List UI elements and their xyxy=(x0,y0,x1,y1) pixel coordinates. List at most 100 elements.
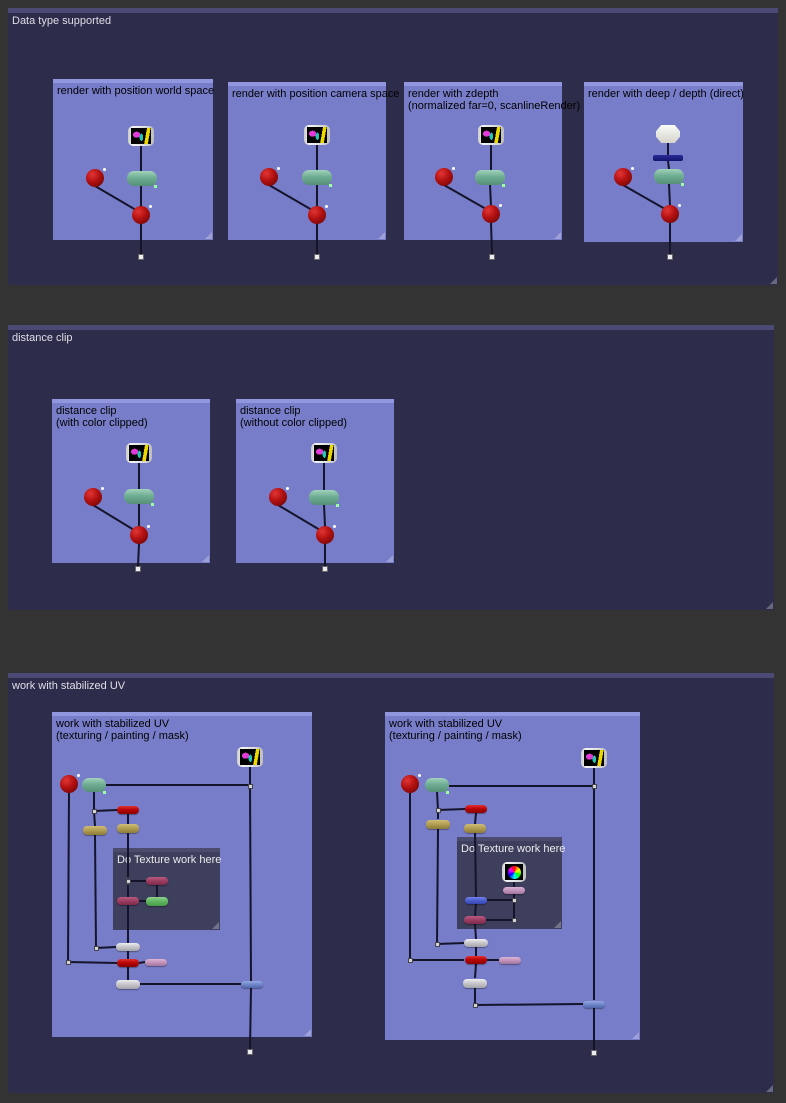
maroon-pill-node[interactable] xyxy=(146,877,168,885)
render-node[interactable] xyxy=(654,168,684,186)
resize-corner-icon[interactable] xyxy=(770,277,777,284)
yellow-pill-node[interactable] xyxy=(83,825,107,835)
sphere-3d-node[interactable] xyxy=(84,487,104,506)
backdrop-clip-with-color[interactable]: distance clip (with color clipped) xyxy=(52,399,210,563)
output-stub[interactable] xyxy=(247,1049,253,1055)
gray-pill-node[interactable] xyxy=(464,939,488,947)
render-node[interactable] xyxy=(82,778,106,794)
backdrop-title-line: distance clip xyxy=(56,405,117,417)
sphere-3d-node[interactable] xyxy=(482,204,502,223)
sphere-3d-node[interactable] xyxy=(86,168,106,187)
resize-corner-icon[interactable] xyxy=(766,602,773,609)
sphere-3d-node[interactable] xyxy=(130,525,150,544)
read-node[interactable] xyxy=(581,748,607,768)
sphere-3d-node[interactable] xyxy=(269,487,289,506)
sphere-3d-node[interactable] xyxy=(401,774,421,793)
blueInner-pill-node[interactable] xyxy=(465,896,487,904)
yellow-pill-node[interactable] xyxy=(117,823,139,833)
yellow-pill-node[interactable] xyxy=(464,823,486,833)
junction-dot[interactable] xyxy=(511,897,517,903)
red-pill-node[interactable] xyxy=(465,805,487,813)
junction-dot[interactable] xyxy=(65,959,71,965)
render-node[interactable] xyxy=(425,778,449,794)
output-stub[interactable] xyxy=(667,254,673,260)
gray-pill-node[interactable] xyxy=(116,979,140,989)
read-node[interactable] xyxy=(311,443,337,463)
junction-dot[interactable] xyxy=(247,783,253,789)
render-node[interactable] xyxy=(302,169,332,187)
yellow-pill-node[interactable] xyxy=(426,819,450,829)
gray-pill-node[interactable] xyxy=(116,943,140,951)
sphere-3d-node[interactable] xyxy=(316,525,336,544)
maroon-pill-node[interactable] xyxy=(464,916,486,924)
read-node[interactable] xyxy=(237,747,263,767)
pink-pill-node[interactable] xyxy=(499,956,521,964)
output-stub[interactable] xyxy=(138,254,144,260)
backdrop-title-line: work with stabilized UV xyxy=(56,718,170,730)
junction-dot[interactable] xyxy=(91,808,97,814)
resize-corner-icon[interactable] xyxy=(304,1029,311,1036)
resize-corner-icon[interactable] xyxy=(554,921,561,928)
output-stub[interactable] xyxy=(489,254,495,260)
read-thumbnail xyxy=(129,445,149,461)
pink-pill-node[interactable] xyxy=(503,886,525,894)
pink-pill-node[interactable] xyxy=(145,958,167,966)
read-node[interactable] xyxy=(304,125,330,145)
resize-corner-icon[interactable] xyxy=(632,1032,639,1039)
sphere-3d-node[interactable] xyxy=(132,205,152,224)
output-stub[interactable] xyxy=(314,254,320,260)
red-pill-node[interactable] xyxy=(465,956,487,964)
sphere-3d-node[interactable] xyxy=(435,167,455,186)
render-node[interactable] xyxy=(124,488,154,506)
backdrop-title-line: render with position camera space xyxy=(232,88,400,100)
red-pill-node[interactable] xyxy=(117,959,139,967)
backdrop-texture-work-left[interactable]: Do Texture work here xyxy=(113,848,221,930)
backdrop-clip-without-color[interactable]: distance clip (without color clipped) xyxy=(236,399,394,563)
output-stub[interactable] xyxy=(591,1050,597,1056)
read-node[interactable] xyxy=(126,443,152,463)
sphere-3d-node[interactable] xyxy=(60,774,80,793)
resize-corner-icon[interactable] xyxy=(735,234,742,241)
deep-to-image-node[interactable] xyxy=(653,155,683,161)
junction-dot[interactable] xyxy=(125,878,131,884)
resize-corner-icon[interactable] xyxy=(212,922,219,929)
backdrop-title-line: (texturing / painting / mask) xyxy=(389,730,522,742)
resize-corner-icon[interactable] xyxy=(386,555,393,562)
gray-pill-node[interactable] xyxy=(463,978,487,988)
junction-dot[interactable] xyxy=(93,945,99,951)
render-node[interactable] xyxy=(127,170,157,188)
sphere-3d-node[interactable] xyxy=(661,204,681,223)
colorwheel-read-node[interactable] xyxy=(502,862,526,882)
resize-corner-icon[interactable] xyxy=(554,232,561,239)
resize-corner-icon[interactable] xyxy=(766,1085,773,1092)
sphere-3d-node[interactable] xyxy=(308,205,328,224)
backdrop-title-line: render with zdepth xyxy=(408,88,499,100)
blue-pill-node[interactable] xyxy=(241,980,263,988)
output-stub[interactable] xyxy=(322,566,328,572)
maroon-pill-node[interactable] xyxy=(117,897,139,905)
junction-dot[interactable] xyxy=(511,917,517,923)
sphere-3d-node[interactable] xyxy=(614,167,634,186)
junction-dot[interactable] xyxy=(435,807,441,813)
junction-dot[interactable] xyxy=(434,941,440,947)
backdrop-camera-space[interactable]: render with position camera space xyxy=(228,82,400,240)
output-stub[interactable] xyxy=(135,566,141,572)
render-node[interactable] xyxy=(475,169,505,187)
backdrop-world-space[interactable]: render with position world space xyxy=(53,79,214,240)
resize-corner-icon[interactable] xyxy=(202,555,209,562)
junction-dot[interactable] xyxy=(407,957,413,963)
deep-read-node[interactable] xyxy=(656,125,680,143)
green-pill-node[interactable] xyxy=(146,896,168,906)
render-node[interactable] xyxy=(309,489,339,507)
read-thumbnail xyxy=(314,445,334,461)
read-node[interactable] xyxy=(128,126,154,146)
red-pill-node[interactable] xyxy=(117,806,139,814)
read-node[interactable] xyxy=(478,125,504,145)
resize-corner-icon[interactable] xyxy=(205,232,212,239)
junction-dot[interactable] xyxy=(591,783,597,789)
sphere-3d-node[interactable] xyxy=(260,167,280,186)
junction-dot[interactable] xyxy=(472,1002,478,1008)
resize-corner-icon[interactable] xyxy=(378,232,385,239)
blue-pill-node[interactable] xyxy=(583,1000,605,1008)
